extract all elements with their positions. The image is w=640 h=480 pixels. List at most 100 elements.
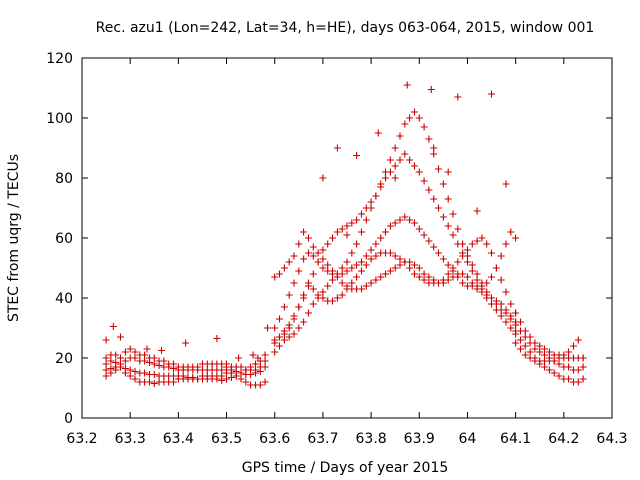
data-point-plus bbox=[329, 234, 336, 242]
data-point-plus bbox=[473, 207, 481, 215]
data-point-plus bbox=[261, 378, 269, 386]
data-point-plus bbox=[512, 234, 520, 242]
data-point-plus bbox=[502, 288, 510, 296]
y-axis-ticks: 0 20 40 60 80 100 120 bbox=[46, 51, 612, 427]
data-points bbox=[102, 81, 587, 389]
y-tick-label: 100 bbox=[46, 111, 73, 127]
data-point-plus bbox=[249, 351, 257, 359]
x-tick-label: 63.7 bbox=[307, 431, 338, 447]
data-point-plus bbox=[280, 264, 288, 272]
data-point-plus bbox=[348, 264, 356, 272]
data-point-plus bbox=[449, 231, 457, 239]
data-point-plus bbox=[411, 270, 418, 278]
data-point-plus bbox=[497, 252, 505, 260]
data-point-plus bbox=[502, 180, 510, 188]
data-point-plus bbox=[109, 323, 117, 330]
data-point-plus bbox=[512, 321, 520, 329]
data-point-plus bbox=[261, 351, 269, 359]
data-point-plus bbox=[391, 162, 399, 170]
x-tick-label: 63.8 bbox=[356, 431, 387, 447]
data-point-plus bbox=[550, 369, 558, 377]
data-point-plus bbox=[141, 357, 149, 365]
data-point-plus bbox=[319, 174, 327, 182]
data-point-plus bbox=[579, 375, 587, 383]
data-point-plus bbox=[435, 204, 442, 212]
data-point-plus bbox=[497, 300, 505, 308]
x-tick-label: 64.3 bbox=[596, 431, 627, 447]
data-point-plus bbox=[521, 327, 529, 335]
y-axis-title: STEC from uqrg / TECUs bbox=[6, 154, 22, 322]
data-point-plus bbox=[264, 324, 271, 332]
data-point-plus bbox=[131, 348, 139, 356]
data-point-plus bbox=[182, 339, 190, 347]
data-point-plus bbox=[512, 309, 520, 317]
data-point-plus bbox=[314, 291, 322, 299]
data-point-plus bbox=[420, 270, 428, 278]
data-point-plus bbox=[507, 324, 515, 332]
data-point-plus bbox=[406, 156, 414, 164]
data-point-plus bbox=[512, 330, 520, 338]
data-point-plus bbox=[227, 369, 235, 377]
data-point-plus bbox=[276, 333, 283, 341]
x-tick-label: 64.2 bbox=[548, 431, 579, 447]
data-point-plus bbox=[353, 216, 361, 224]
data-point-plus bbox=[117, 363, 124, 371]
data-point-plus bbox=[143, 345, 151, 353]
data-point-plus bbox=[170, 378, 177, 386]
data-point-plus bbox=[102, 336, 110, 344]
data-point-plus bbox=[488, 90, 495, 98]
data-point-plus bbox=[444, 195, 452, 203]
data-point-plus bbox=[107, 357, 115, 365]
data-point-plus bbox=[309, 243, 317, 251]
data-point-plus bbox=[391, 219, 399, 227]
data-point-plus bbox=[454, 258, 462, 266]
data-point-plus bbox=[362, 282, 370, 290]
data-point-plus bbox=[439, 255, 447, 263]
data-point-plus bbox=[430, 144, 438, 152]
data-point-plus bbox=[333, 228, 341, 236]
data-point-plus bbox=[348, 219, 356, 227]
data-point-plus bbox=[372, 276, 380, 284]
data-point-plus bbox=[574, 378, 582, 386]
data-point-plus bbox=[478, 282, 486, 290]
data-point-plus bbox=[565, 363, 573, 371]
data-point-plus bbox=[333, 273, 341, 281]
data-point-plus bbox=[386, 222, 394, 230]
data-point-plus bbox=[396, 156, 404, 164]
data-point-plus bbox=[102, 372, 110, 380]
data-point-plus bbox=[353, 261, 361, 269]
data-point-plus bbox=[218, 372, 226, 380]
data-point-plus bbox=[372, 252, 380, 260]
data-point-plus bbox=[459, 252, 467, 260]
data-point-plus bbox=[468, 279, 476, 287]
data-point-plus bbox=[406, 264, 414, 272]
data-point-plus bbox=[358, 210, 365, 218]
data-point-plus bbox=[362, 252, 370, 260]
data-point-plus bbox=[252, 366, 259, 374]
data-point-plus bbox=[439, 180, 447, 188]
data-point-plus bbox=[406, 114, 414, 122]
data-point-plus bbox=[358, 258, 365, 266]
data-point-plus bbox=[295, 303, 303, 311]
data-point-plus bbox=[507, 228, 515, 236]
data-point-plus bbox=[276, 315, 283, 323]
y-tick-label: 60 bbox=[55, 231, 73, 247]
data-point-plus bbox=[285, 291, 293, 299]
data-point-plus bbox=[521, 351, 529, 359]
data-point-plus bbox=[348, 279, 356, 287]
data-point-plus bbox=[464, 246, 471, 254]
data-point-plus bbox=[488, 249, 495, 257]
data-point-plus bbox=[401, 213, 409, 221]
data-point-plus bbox=[121, 348, 129, 356]
data-point-plus bbox=[492, 297, 500, 305]
data-point-plus bbox=[256, 363, 264, 371]
data-point-plus bbox=[550, 357, 558, 365]
x-tick-label: 63.4 bbox=[163, 431, 194, 447]
data-point-plus bbox=[232, 372, 240, 380]
data-point-plus bbox=[305, 249, 312, 257]
data-point-plus bbox=[382, 174, 389, 182]
data-point-plus bbox=[377, 234, 385, 242]
data-point-plus bbox=[367, 198, 375, 206]
data-point-plus bbox=[444, 222, 452, 230]
data-point-plus bbox=[338, 291, 346, 299]
